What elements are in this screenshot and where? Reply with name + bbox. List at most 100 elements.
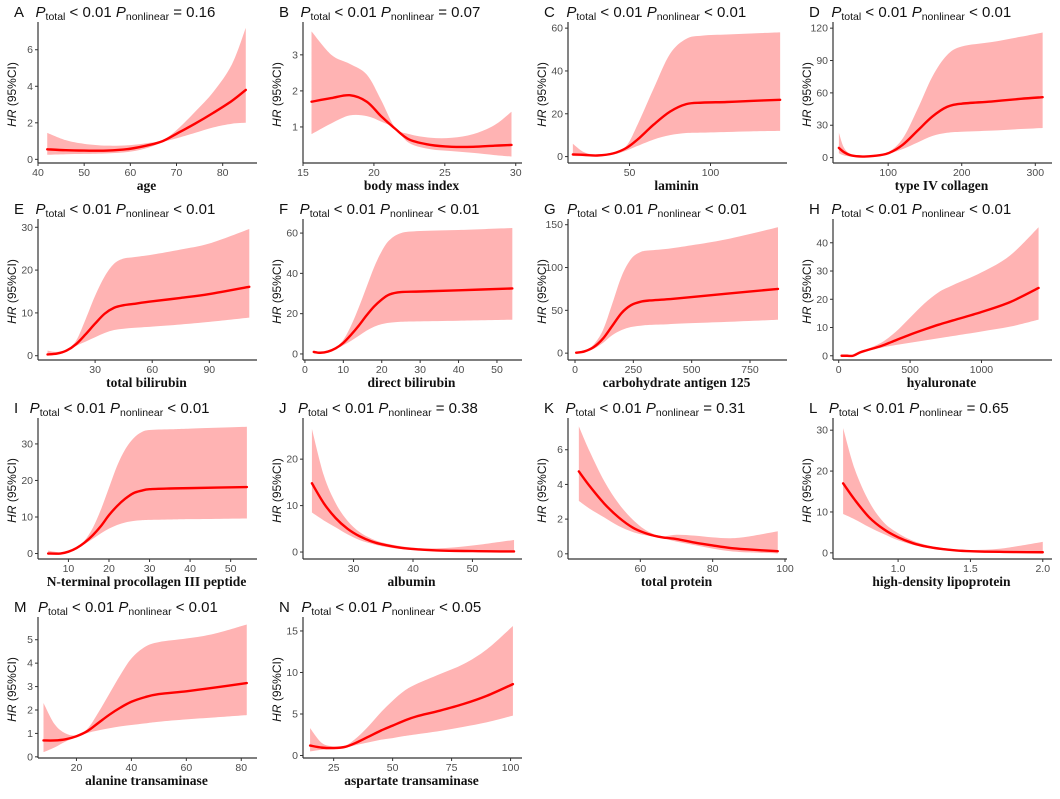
x-tick-label: 50: [467, 563, 479, 575]
y-tick-label: 20: [816, 466, 828, 478]
y-tick-label: 10: [21, 307, 33, 319]
panel-letter: G: [544, 201, 563, 218]
panel-B: B Ptotal < 0.01 Pnonlinear = 0.07 15 20 25 3…: [265, 0, 530, 197]
plot-C: C Ptotal < 0.01 Pnonlinear < 0.01 50 100 0 2…: [535, 4, 787, 193]
y-axis-label: HR (95%CI): [800, 62, 814, 127]
x-tick-label: 100: [702, 167, 720, 179]
panel-letter: K: [544, 400, 562, 417]
x-tick-label: 20: [368, 167, 380, 179]
x-axis-label: high-density lipoprotein: [872, 574, 1011, 589]
hr-curve: [841, 482, 1044, 554]
hr-curve: [46, 88, 247, 152]
plot-D: D Ptotal < 0.01 Pnonlinear < 0.01 100 200 3…: [800, 4, 1052, 193]
panel-letter: E: [14, 201, 32, 218]
x-tick-label: 40: [453, 364, 465, 376]
y-tick-label: 0: [557, 348, 563, 360]
panel-H: H Ptotal < 0.01 Pnonlinear < 0.01 0 500 100…: [795, 197, 1060, 394]
x-tick-label: 40: [184, 563, 196, 575]
x-tick-label: 50: [491, 364, 503, 376]
x-tick-label: 40: [32, 167, 44, 179]
ci-band: [311, 31, 512, 157]
panel-title: C Ptotal < 0.01 Pnonlinear < 0.01: [544, 4, 746, 23]
hr-curve: [312, 287, 514, 354]
panel-title: J Ptotal < 0.01 Pnonlinear = 0.38: [279, 400, 478, 419]
y-tick-label: 120: [810, 23, 828, 35]
x-tick-label: 500: [683, 364, 701, 376]
x-tick-label: 0: [572, 364, 578, 376]
y-tick-label: 20: [21, 265, 33, 277]
y-tick-label: 20: [816, 294, 828, 306]
y-tick-label: 30: [21, 438, 33, 450]
y-axis-label: HR (95%CI): [800, 458, 814, 523]
x-axis-label: N-terminal procollagen III peptide: [47, 574, 247, 589]
hr-curve: [308, 682, 515, 750]
panel-G: G Ptotal < 0.01 Pnonlinear < 0.01 0 250 500…: [530, 197, 795, 394]
y-tick-label: 6: [557, 444, 563, 456]
plot-H: H Ptotal < 0.01 Pnonlinear < 0.010 500 100…: [800, 201, 1052, 390]
panel-E: E Ptotal < 0.01 Pnonlinear < 0.01 30 60 90 0…: [0, 197, 265, 394]
plot-I: I Ptotal < 0.01 Pnonlinear < 0.01 10 20 30 4…: [5, 400, 257, 589]
panel-title: A Ptotal < 0.01 Pnonlinear = 0.16: [14, 4, 215, 23]
y-tick-label: 20: [551, 108, 563, 120]
panel-letter: M: [14, 599, 34, 616]
hr-curve: [577, 470, 779, 553]
x-tick-label: 20: [103, 563, 115, 575]
y-tick-label: 0: [292, 547, 298, 559]
y-tick-label: 0: [557, 548, 563, 560]
panel-J: J Ptotal < 0.01 Pnonlinear = 0.38 30 40 50 0…: [265, 396, 530, 593]
y-tick-label: 2: [292, 85, 298, 97]
y-tick-label: 3: [292, 49, 298, 61]
x-tick-label: 100: [502, 762, 520, 774]
y-tick-label: 15: [286, 625, 298, 637]
plot-G: G Ptotal < 0.01 Pnonlinear < 0.010 250 500…: [535, 201, 787, 390]
y-tick-label: 3: [27, 681, 33, 693]
panel-letter: N: [279, 599, 297, 616]
plot-B: B Ptotal < 0.01 Pnonlinear = 0.07 15 20 25 3…: [270, 4, 522, 193]
plot-L: L Ptotal < 0.01 Pnonlinear = 0.65 1.0 1.5 2…: [800, 400, 1052, 589]
x-tick-label: 80: [217, 167, 229, 179]
hr-curve: [46, 285, 251, 356]
x-tick-label: 80: [707, 563, 719, 575]
panel-N: N Ptotal < 0.01 Pnonlinear < 0.05 25 50 75 1…: [265, 595, 530, 792]
y-tick-label: 60: [816, 87, 828, 99]
y-tick-label: 50: [551, 305, 563, 317]
panel-C: C Ptotal < 0.01 Pnonlinear < 0.01 50 100 0 2…: [530, 0, 795, 197]
x-axis-label: hyaluronate: [907, 375, 977, 390]
x-tick-label: 60: [124, 167, 136, 179]
panel-title: G Ptotal < 0.01 Pnonlinear < 0.01: [544, 201, 747, 220]
panel-K: K Ptotal < 0.01 Pnonlinear = 0.31 60 80 100…: [530, 396, 795, 593]
ci-band: [572, 32, 781, 157]
y-tick-label: 60: [286, 228, 298, 240]
hr-curve: [310, 482, 516, 553]
y-tick-label: 20: [286, 308, 298, 320]
x-tick-label: 0: [836, 364, 842, 376]
panel-title: B Ptotal < 0.01 Pnonlinear = 0.07: [279, 4, 480, 23]
x-axis-label: total protein: [641, 574, 713, 589]
x-tick-label: 60: [146, 364, 158, 376]
panel-letter: C: [544, 4, 562, 21]
plot-E: E Ptotal < 0.01 Pnonlinear < 0.01 30 60 90 0…: [5, 201, 257, 390]
panel-letter: J: [279, 400, 294, 417]
ci-band: [576, 227, 778, 353]
y-tick-label: 10: [816, 322, 828, 334]
y-tick-label: 30: [816, 425, 828, 437]
ci-band: [43, 624, 247, 753]
y-tick-label: 40: [551, 65, 563, 77]
x-tick-label: 10: [63, 563, 75, 575]
panel-title: F Ptotal < 0.01 Pnonlinear < 0.01: [279, 201, 480, 220]
y-tick-label: 0: [292, 348, 298, 360]
panel-F: F Ptotal < 0.01 Pnonlinear < 0.01 0 10 20 30…: [265, 197, 530, 394]
x-tick-label: 50: [387, 762, 399, 774]
panel-D: D Ptotal < 0.01 Pnonlinear < 0.01 100 200 3…: [795, 0, 1060, 197]
y-tick-label: 30: [816, 120, 828, 132]
y-tick-label: 5: [27, 634, 33, 646]
x-tick-label: 2.0: [1035, 563, 1050, 575]
y-tick-label: 0: [822, 152, 828, 164]
hr-curve: [574, 287, 780, 354]
y-tick-label: 30: [816, 266, 828, 278]
ci-band: [843, 428, 1043, 553]
panel-title: K Ptotal < 0.01 Pnonlinear = 0.31: [544, 400, 745, 419]
y-tick-label: 10: [286, 667, 298, 679]
